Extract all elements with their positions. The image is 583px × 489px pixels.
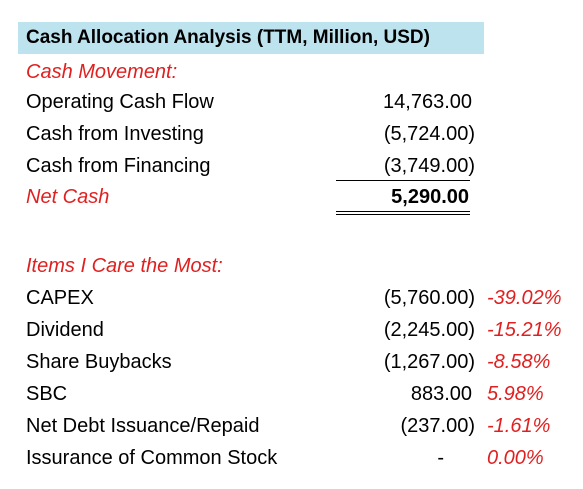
row-label: Cash from Investing bbox=[26, 123, 204, 145]
row-value: (5,724.00) bbox=[383, 123, 475, 145]
table-row: CAPEX (5,760.00) -39.02% bbox=[0, 282, 583, 314]
table-row: Issurance of Common Stock - 0.00% bbox=[0, 442, 583, 474]
row-value: (2,245.00) bbox=[383, 319, 475, 341]
row-label: SBC bbox=[26, 383, 68, 405]
row-percent: 0.00% bbox=[487, 447, 544, 469]
row-value: 14,763.00 bbox=[383, 91, 472, 113]
row-label: CAPEX bbox=[26, 287, 94, 309]
row-percent: -15.21% bbox=[487, 319, 562, 341]
row-percent: -8.58% bbox=[487, 351, 551, 373]
net-cash-value: 5,290.00 bbox=[391, 186, 469, 208]
row-label: Cash from Financing bbox=[26, 155, 211, 177]
row-value: (3,749.00) bbox=[383, 155, 475, 177]
table-row: Cash from Investing (5,724.00) bbox=[0, 118, 583, 150]
row-value: (237.00) bbox=[400, 415, 476, 437]
sum-top-border bbox=[336, 180, 470, 181]
table-row: SBC 883.00 5.98% bbox=[0, 378, 583, 410]
table-row: Net Debt Issuance/Repaid (237.00) -1.61% bbox=[0, 410, 583, 442]
section-header-label: Cash Movement: bbox=[26, 61, 178, 83]
row-percent: 5.98% bbox=[487, 383, 544, 405]
table-title: Cash Allocation Analysis (TTM, Million, … bbox=[18, 22, 484, 54]
table-row: Operating Cash Flow 14,763.00 bbox=[0, 86, 583, 118]
row-value: 883.00 bbox=[410, 383, 472, 405]
row-label: Issurance of Common Stock bbox=[26, 447, 278, 469]
row-value: (1,267.00) bbox=[383, 351, 475, 373]
net-cash-row: Net Cash 5,290.00 bbox=[0, 181, 583, 213]
row-value: - bbox=[437, 447, 444, 469]
row-value: (5,760.00) bbox=[383, 287, 475, 309]
row-label: Operating Cash Flow bbox=[26, 91, 214, 113]
net-cash-label: Net Cash bbox=[26, 186, 110, 208]
row-label: Share Buybacks bbox=[26, 351, 172, 373]
double-underline-top bbox=[336, 211, 470, 212]
section-header-items: Items I Care the Most: bbox=[0, 250, 583, 282]
row-label: Dividend bbox=[26, 319, 104, 341]
row-label: Net Debt Issuance/Repaid bbox=[26, 415, 260, 437]
table-row: Dividend (2,245.00) -15.21% bbox=[0, 314, 583, 346]
table-row: Cash from Financing (3,749.00) bbox=[0, 150, 583, 182]
section-header-label: Items I Care the Most: bbox=[26, 255, 223, 277]
row-percent: -1.61% bbox=[487, 415, 551, 437]
double-underline-bottom bbox=[336, 214, 470, 215]
row-percent: -39.02% bbox=[487, 287, 562, 309]
section-header-cash-movement: Cash Movement: bbox=[0, 56, 583, 88]
table-row: Share Buybacks (1,267.00) -8.58% bbox=[0, 346, 583, 378]
